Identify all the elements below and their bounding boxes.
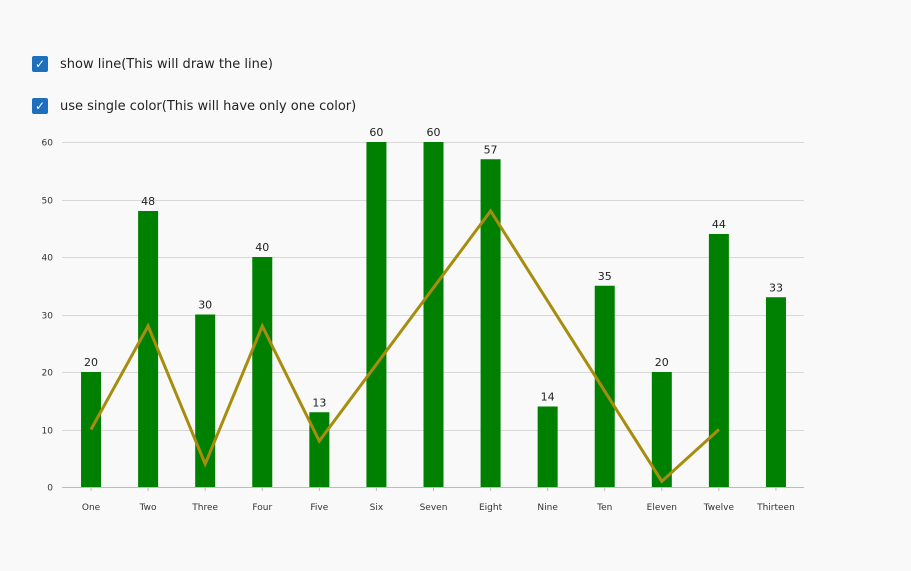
x-tick-label: Two (139, 503, 157, 513)
data-label: 30 (198, 299, 212, 312)
data-label: 33 (769, 281, 783, 294)
x-tick-label: Thirteen (756, 503, 795, 513)
data-label: 20 (84, 356, 98, 369)
bar (765, 297, 786, 487)
x-tick-label: Nine (537, 503, 558, 513)
y-tick-label: 50 (42, 197, 54, 207)
y-tick-label: 30 (42, 312, 54, 322)
x-tick-label: Ten (596, 503, 612, 513)
single-color-label: use single color(This will have only one… (60, 98, 357, 114)
trend-line (89, 208, 720, 484)
data-labels: 20 48 30 40 13 60 60 57 14 35 20 44 33 (84, 126, 783, 409)
data-label: 60 (427, 126, 441, 139)
bar (537, 406, 558, 487)
x-tick-label: Twelve (703, 503, 735, 513)
x-axis: One Two Three Four Five Six Seven Eight Nine Ten E… (82, 487, 795, 513)
bar (480, 159, 501, 487)
data-label: 44 (712, 218, 726, 231)
data-label: 13 (312, 396, 326, 409)
y-axis: 0 10 20 30 40 50 60 (42, 139, 54, 494)
data-label: 48 (141, 195, 155, 208)
y-tick-label: 10 (42, 427, 54, 437)
show-line-option[interactable]: ✓ show line(This will draw the line) (32, 56, 273, 72)
bar (309, 412, 330, 487)
x-tick-label: Five (310, 503, 328, 513)
x-tick-label: Three (191, 503, 218, 513)
data-label: 20 (655, 356, 669, 369)
single-color-option[interactable]: ✓ use single color(This will have only o… (32, 98, 356, 114)
y-tick-label: 0 (47, 484, 53, 494)
data-label: 60 (369, 126, 383, 139)
x-tick-label: Eleven (647, 503, 677, 513)
bar (138, 211, 159, 487)
x-tick-label: Eight (479, 503, 503, 513)
x-tick-label: Four (252, 503, 272, 513)
y-tick-label: 20 (42, 369, 54, 379)
show-line-label: show line(This will draw the line) (60, 56, 273, 72)
x-tick-label: Seven (420, 503, 448, 513)
data-label: 35 (598, 270, 612, 283)
data-label: 57 (484, 143, 498, 156)
x-tick-label: Six (370, 503, 384, 513)
bar (651, 372, 672, 487)
data-label: 14 (541, 391, 555, 404)
show-line-checkbox[interactable]: ✓ (32, 56, 48, 72)
bar (252, 257, 273, 487)
bars (81, 142, 786, 487)
bar (423, 142, 444, 487)
single-color-checkbox[interactable]: ✓ (32, 98, 48, 114)
y-tick-label: 40 (42, 254, 54, 264)
bar (708, 234, 729, 487)
trend-line-group (89, 208, 720, 484)
x-tick-label: One (82, 503, 101, 513)
bar (594, 285, 615, 487)
y-tick-label: 60 (42, 139, 54, 149)
bar (366, 142, 387, 487)
data-label: 40 (255, 241, 269, 254)
bar (195, 314, 216, 487)
